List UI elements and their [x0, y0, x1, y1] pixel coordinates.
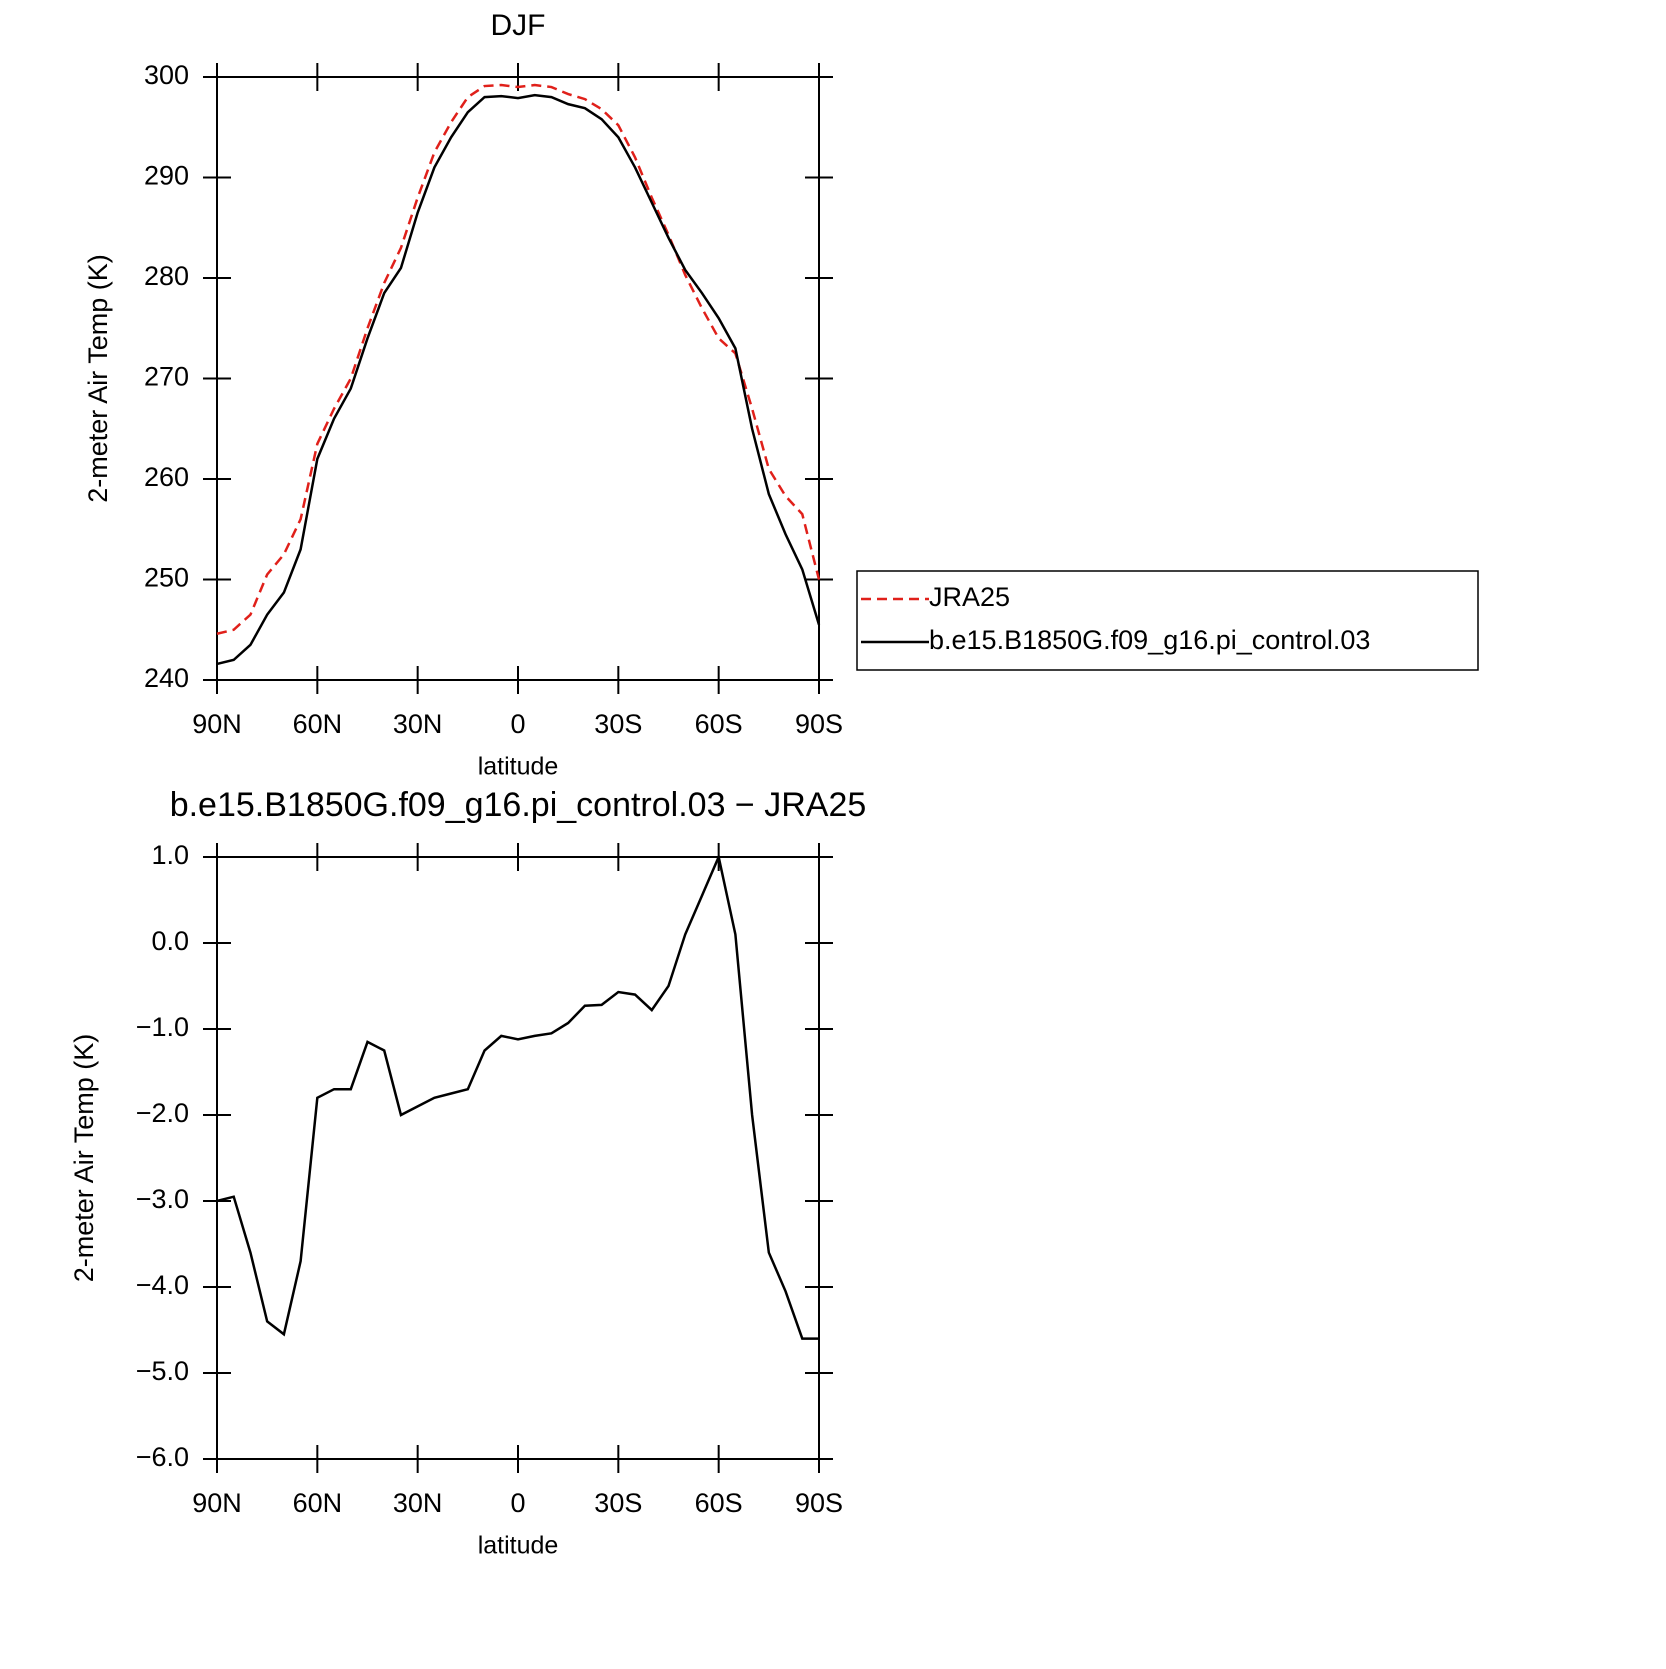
y-axis-label: 2-meter Air Temp (K): [83, 254, 113, 503]
plot-frame: [216, 856, 820, 1460]
series-line: [216, 93, 821, 666]
series-line: [216, 852, 819, 1340]
x-tick-label: 60N: [293, 1488, 343, 1518]
y-tick-label: −5.0: [136, 1356, 189, 1386]
x-tick-label: 90S: [795, 709, 843, 739]
y-tick-label: 300: [144, 60, 189, 90]
x-axis-label: latitude: [478, 1532, 559, 1560]
x-tick-label: 30S: [594, 709, 642, 739]
legend-label: b.e15.B1850G.f09_g16.pi_control.03: [929, 625, 1370, 655]
y-tick-label: −3.0: [136, 1184, 189, 1214]
y-tick-label: 290: [144, 161, 189, 191]
x-tick-label: 60S: [695, 709, 743, 739]
y-axis-label: 2-meter Air Temp (K): [69, 1034, 99, 1283]
x-tick-label: 90N: [192, 1488, 242, 1518]
x-tick-label: 90S: [795, 1488, 843, 1518]
x-tick-label: 0: [510, 1488, 525, 1518]
x-tick-label: 0: [510, 709, 525, 739]
y-tick-label: 280: [144, 261, 189, 291]
y-tick-label: −4.0: [136, 1270, 189, 1300]
series-line: [216, 83, 821, 635]
x-tick-label: 30S: [594, 1488, 642, 1518]
chart-title: DJF: [491, 9, 546, 42]
x-tick-label: 90N: [192, 709, 242, 739]
y-tick-label: 250: [144, 563, 189, 593]
chart-title: b.e15.B1850G.f09_g16.pi_control.03 − JRA…: [170, 786, 867, 824]
legend-box: [856, 570, 1479, 671]
plot-frame: [216, 76, 820, 681]
x-tick-label: 30N: [393, 709, 443, 739]
x-tick-label: 60N: [293, 709, 343, 739]
y-tick-label: 260: [144, 462, 189, 492]
y-tick-label: −6.0: [136, 1442, 189, 1472]
y-tick-label: 1.0: [151, 840, 189, 870]
x-tick-label: 60S: [695, 1488, 743, 1518]
x-tick-label: 30N: [393, 1488, 443, 1518]
y-tick-label: −2.0: [136, 1098, 189, 1128]
x-axis-label: latitude: [478, 753, 559, 781]
y-tick-label: 270: [144, 362, 189, 392]
legend-label: JRA25: [929, 582, 1010, 612]
y-tick-label: −1.0: [136, 1012, 189, 1042]
y-tick-label: 240: [144, 663, 189, 693]
y-tick-label: 0.0: [151, 926, 189, 956]
